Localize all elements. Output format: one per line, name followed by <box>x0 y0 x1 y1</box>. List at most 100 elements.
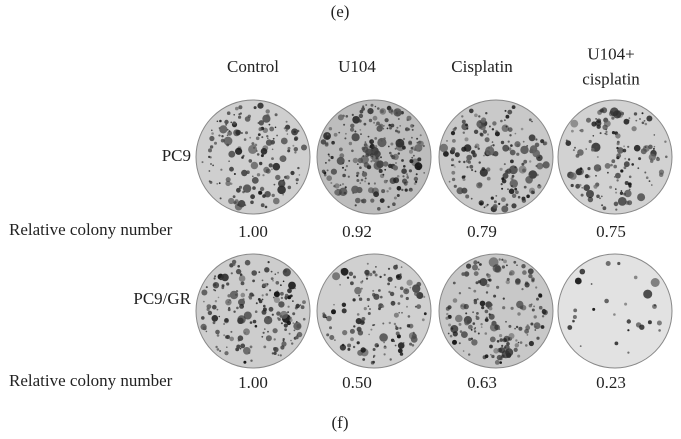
colony <box>579 129 582 132</box>
colony <box>648 153 656 161</box>
colony <box>224 351 229 356</box>
colony <box>414 162 423 171</box>
colony <box>412 331 415 334</box>
colony <box>408 169 412 173</box>
colony <box>511 105 516 109</box>
colony <box>478 200 484 206</box>
colony <box>280 345 285 350</box>
colony <box>263 316 273 325</box>
colony <box>588 139 592 144</box>
colony <box>509 149 516 156</box>
colony <box>377 107 380 110</box>
colony <box>527 268 534 275</box>
colony <box>265 109 270 114</box>
colony <box>238 115 242 119</box>
colony <box>446 140 448 142</box>
colony <box>370 160 373 163</box>
colony <box>492 204 498 209</box>
colony <box>416 281 422 287</box>
colony <box>450 131 456 136</box>
colony <box>528 340 535 347</box>
colony <box>496 354 503 361</box>
colony <box>378 307 381 311</box>
colony <box>643 120 646 122</box>
colony <box>249 136 252 139</box>
colony <box>481 306 485 310</box>
colony <box>363 307 367 311</box>
colony <box>409 286 412 289</box>
colony <box>572 319 575 323</box>
colony <box>294 287 296 290</box>
colony <box>521 288 524 291</box>
colony <box>276 317 280 320</box>
colony <box>262 283 266 288</box>
colony <box>477 268 480 271</box>
colony <box>590 283 593 285</box>
colony <box>532 150 536 153</box>
colony <box>451 158 454 162</box>
colony <box>575 168 582 176</box>
colony <box>273 347 277 351</box>
colony <box>506 264 508 267</box>
colony <box>623 166 627 170</box>
colony <box>379 275 382 279</box>
colony <box>489 303 493 307</box>
colony <box>377 125 383 131</box>
colony <box>480 326 483 328</box>
colony <box>293 329 296 332</box>
colony <box>570 119 579 128</box>
colony <box>218 182 221 185</box>
colony <box>284 328 287 331</box>
colony <box>362 105 365 108</box>
colony <box>579 345 582 347</box>
colony <box>342 166 344 169</box>
colony <box>505 203 509 207</box>
colony <box>499 167 503 171</box>
colony <box>615 133 621 139</box>
colony <box>387 276 393 282</box>
colony <box>489 336 496 343</box>
colony <box>613 313 616 316</box>
colony <box>516 264 518 267</box>
colony <box>282 268 291 277</box>
colony <box>292 144 295 147</box>
colony <box>461 331 468 338</box>
colony <box>252 186 256 190</box>
colony <box>581 187 583 189</box>
colony <box>406 305 408 308</box>
colony <box>607 171 609 174</box>
colony <box>369 272 373 277</box>
colony <box>392 165 398 171</box>
colony <box>406 181 409 184</box>
colony <box>395 162 397 164</box>
colony <box>478 182 483 187</box>
colony <box>528 174 531 177</box>
colony <box>334 183 340 189</box>
colony <box>399 286 404 291</box>
colony <box>505 320 507 323</box>
colony <box>249 345 253 349</box>
colony <box>498 258 501 261</box>
colony <box>338 131 341 134</box>
colony <box>601 107 608 114</box>
colony <box>595 174 597 177</box>
plate <box>438 253 554 369</box>
colony <box>585 148 587 150</box>
colony <box>393 264 398 270</box>
colony <box>486 152 489 155</box>
colony <box>473 260 478 265</box>
colony <box>419 134 422 137</box>
colony <box>295 303 300 309</box>
colony <box>284 293 289 298</box>
colony <box>283 323 288 328</box>
colony <box>344 137 347 140</box>
colony <box>616 146 619 150</box>
colony <box>515 339 518 342</box>
colony <box>280 137 288 145</box>
colony <box>471 168 474 172</box>
colony <box>615 188 617 190</box>
colony <box>280 322 283 325</box>
colony-plate <box>316 99 432 215</box>
colony <box>413 154 415 157</box>
colony <box>651 184 653 186</box>
